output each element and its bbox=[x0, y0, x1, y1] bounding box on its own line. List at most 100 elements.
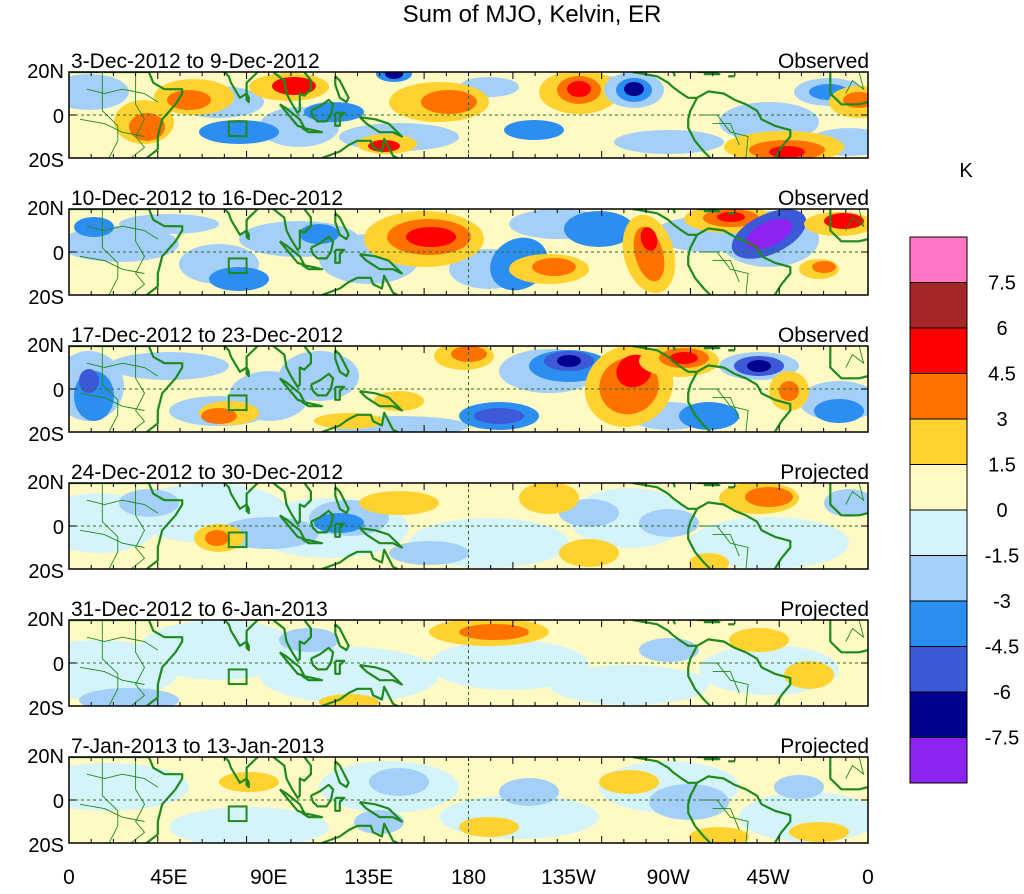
panel-status-label: Projected bbox=[780, 598, 869, 621]
coastline bbox=[301, 126, 324, 134]
region-box-marker bbox=[227, 120, 248, 138]
panel-period-label: 7-Jan-2013 to 13-Jan-2013 bbox=[71, 735, 324, 758]
country-border bbox=[80, 392, 145, 411]
coastline bbox=[334, 796, 346, 812]
anomaly-contour bbox=[549, 665, 709, 705]
colorbar-swatch bbox=[909, 373, 968, 420]
coastline bbox=[334, 623, 350, 652]
country-border bbox=[101, 483, 119, 569]
coastline bbox=[301, 400, 324, 408]
anomaly-contour bbox=[689, 827, 749, 843]
colorbar-tick-label: 7.5 bbox=[988, 273, 1016, 295]
coastline bbox=[632, 620, 698, 647]
coastline bbox=[272, 209, 312, 251]
anomaly-contour bbox=[729, 628, 789, 652]
anomaly-contour bbox=[679, 402, 739, 430]
anomaly-contour bbox=[812, 261, 836, 273]
colorbar-tick-label: 3 bbox=[996, 409, 1007, 431]
anomaly-contour bbox=[201, 408, 237, 424]
anomaly-contour bbox=[69, 763, 189, 811]
country-border bbox=[845, 346, 865, 368]
coastline bbox=[697, 346, 721, 350]
country-border bbox=[101, 757, 119, 843]
coastline bbox=[632, 757, 698, 784]
anomaly-contour bbox=[789, 822, 849, 842]
coastline bbox=[309, 98, 335, 123]
coastline bbox=[245, 640, 250, 652]
anomaly-contour bbox=[747, 360, 771, 372]
colorbar-tick-label: 6 bbox=[996, 318, 1007, 340]
anomaly-contour bbox=[532, 258, 576, 276]
coastline bbox=[632, 483, 698, 510]
coastline bbox=[223, 757, 259, 784]
coastline bbox=[697, 620, 721, 624]
coastline bbox=[272, 346, 312, 388]
coastline bbox=[668, 620, 676, 625]
panel-status-label: Projected bbox=[780, 735, 869, 758]
coastline bbox=[321, 822, 398, 843]
panel-status-label: Projected bbox=[780, 461, 869, 484]
anomaly-contour bbox=[639, 509, 699, 537]
country-border bbox=[712, 260, 740, 283]
coastline bbox=[334, 385, 346, 401]
anomaly-contour bbox=[406, 227, 456, 247]
coastline bbox=[321, 411, 398, 432]
colorbar-swatch bbox=[909, 646, 968, 693]
anomaly-contour bbox=[79, 369, 99, 393]
country-border bbox=[845, 209, 865, 231]
coastline bbox=[697, 757, 721, 761]
coastline bbox=[334, 659, 346, 675]
coastline bbox=[358, 390, 403, 412]
country-border bbox=[712, 123, 740, 146]
country-border bbox=[712, 671, 740, 694]
country-border bbox=[80, 529, 145, 548]
anomaly-contour bbox=[369, 768, 429, 796]
coastline bbox=[301, 811, 324, 819]
colorbar-swatch bbox=[909, 737, 968, 784]
anomaly-contour bbox=[199, 120, 279, 144]
coastlines bbox=[69, 346, 868, 432]
anomaly-contour bbox=[139, 620, 299, 680]
longitude-label: 45W bbox=[747, 866, 790, 889]
colorbar-unit: K bbox=[959, 160, 973, 182]
region-box-marker bbox=[227, 394, 248, 412]
country-border bbox=[845, 72, 865, 94]
anomaly-contour bbox=[779, 381, 799, 401]
panel-period-label: 24-Dec-2012 to 30-Dec-2012 bbox=[71, 461, 343, 484]
country-border bbox=[80, 255, 145, 274]
anomaly-contour bbox=[319, 694, 379, 706]
anomaly-contour bbox=[557, 355, 581, 367]
latitude-label: 20S bbox=[28, 287, 64, 309]
latitude-label: 0 bbox=[53, 517, 64, 539]
country-border bbox=[130, 620, 146, 706]
coastline bbox=[358, 527, 403, 549]
latitude-label: 20N bbox=[27, 746, 64, 768]
latitude-label: 20S bbox=[28, 561, 64, 583]
country-border bbox=[86, 225, 159, 240]
coastline bbox=[223, 209, 259, 236]
panel-4: 20N 0 20S 24-Dec-2012 to 30-Dec-2012 Project… bbox=[27, 461, 869, 583]
anomaly-contour bbox=[79, 688, 179, 706]
coastline bbox=[334, 111, 346, 127]
coastline bbox=[334, 760, 350, 789]
colorbar: 7.5 6 4.5 3 1.5 0 -1.5 -3 -4.5 -6 -7.5 bbox=[909, 236, 1019, 784]
anomaly-field bbox=[69, 209, 868, 295]
colorbar-tick-label: -7.5 bbox=[985, 728, 1019, 750]
anomaly-contour bbox=[774, 775, 824, 799]
anomaly-contour bbox=[599, 770, 659, 794]
coastline bbox=[334, 75, 350, 104]
coastline bbox=[69, 757, 184, 843]
latitude-label: 20S bbox=[28, 424, 64, 446]
country-border bbox=[845, 620, 865, 642]
coastline bbox=[334, 212, 350, 241]
panel-status-label: Observed bbox=[778, 324, 869, 347]
region-box-marker bbox=[227, 668, 248, 686]
coastline bbox=[687, 782, 712, 843]
panel-status-label: Observed bbox=[778, 50, 869, 73]
coastline bbox=[245, 366, 250, 378]
colorbar-tick-label: 4.5 bbox=[988, 364, 1016, 386]
coastline bbox=[687, 97, 712, 158]
panel-1: 20N 0 20S 3-Dec-2012 to 9-Dec-2012 Observed bbox=[27, 50, 869, 172]
country-border bbox=[845, 483, 865, 505]
